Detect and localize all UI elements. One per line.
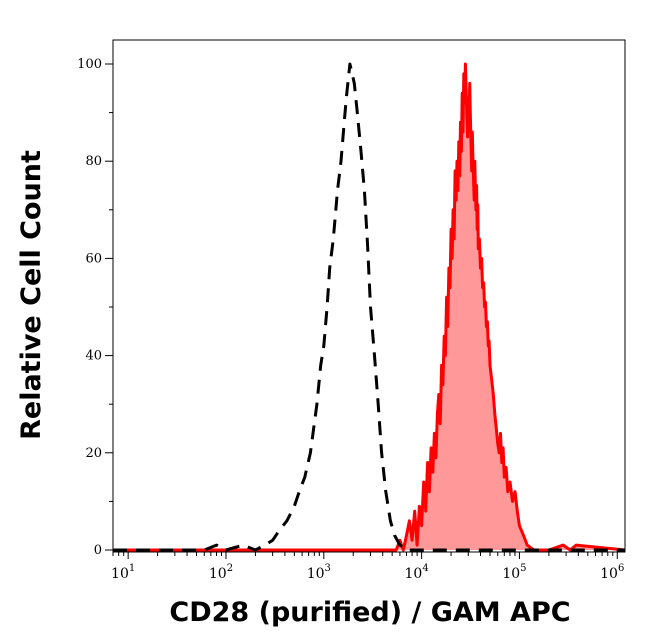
x-tick-label: 105 [502,563,526,582]
x-tick-label: 106 [600,563,624,582]
y-axis: 0 20 40 60 80 100 [77,57,113,558]
x-tick-label: 104 [405,563,429,582]
plot-frame [112,39,626,553]
x-axis-title: CD28 (purified) / GAM APC [169,597,570,628]
y-axis-title: Relative Cell Count [16,150,47,440]
x-tick-label: 103 [307,563,331,582]
series-line-solid [113,62,626,552]
y-tick-label: 40 [85,349,102,364]
y-tick-label: 100 [77,57,102,72]
series-line-dashed [113,62,625,552]
y-tick-label: 80 [85,154,102,169]
series-layer [113,62,626,552]
x-tick-label: 102 [209,563,233,582]
x-axis: 101 102 103 104 105 106 [111,552,624,582]
x-tick-label: 101 [111,563,135,582]
y-tick-label: 20 [85,446,102,461]
y-tick-label: 0 [94,543,102,558]
y-tick-label: 60 [85,251,102,266]
